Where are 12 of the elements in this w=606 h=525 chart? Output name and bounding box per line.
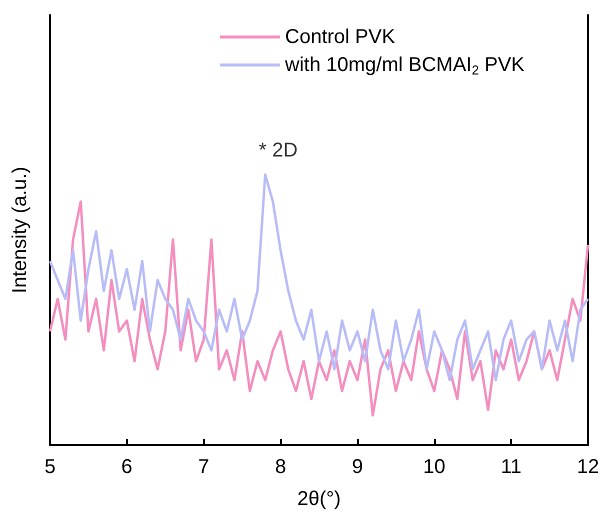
x-tick-label: 7 <box>198 456 210 478</box>
y-axis-title: Intensity (a.u.) <box>9 166 31 294</box>
x-tick-label: 6 <box>121 456 132 478</box>
x-tick-label: 11 <box>500 456 522 478</box>
x-tick-label: 8 <box>275 456 286 478</box>
x-tick-label: 10 <box>423 456 446 478</box>
x-tick-label: 5 <box>44 456 56 478</box>
x-tick-label: 9 <box>352 456 363 478</box>
annotation: * 2D <box>258 140 298 162</box>
legend-label: Control PVK <box>285 26 396 48</box>
x-axis-title: 2θ(°) <box>297 488 341 510</box>
x-tick-label: 12 <box>576 456 600 478</box>
